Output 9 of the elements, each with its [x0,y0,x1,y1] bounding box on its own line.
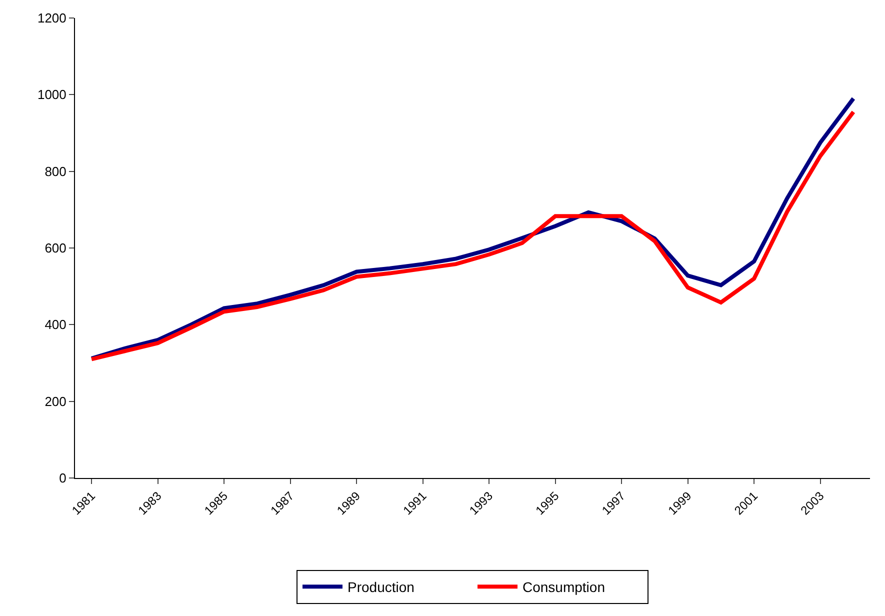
y-tick-label: 0 [59,470,66,486]
legend-label: Production [348,579,414,596]
y-tick-label: 1200 [37,10,66,26]
y-tick-label: 800 [44,164,66,179]
y-tick-label: 400 [44,317,66,332]
legend-label: Consumption [522,579,605,596]
y-tick-label: 200 [44,394,66,409]
y-tick-label: 1000 [37,87,66,102]
y-tick-label: 600 [44,240,66,256]
